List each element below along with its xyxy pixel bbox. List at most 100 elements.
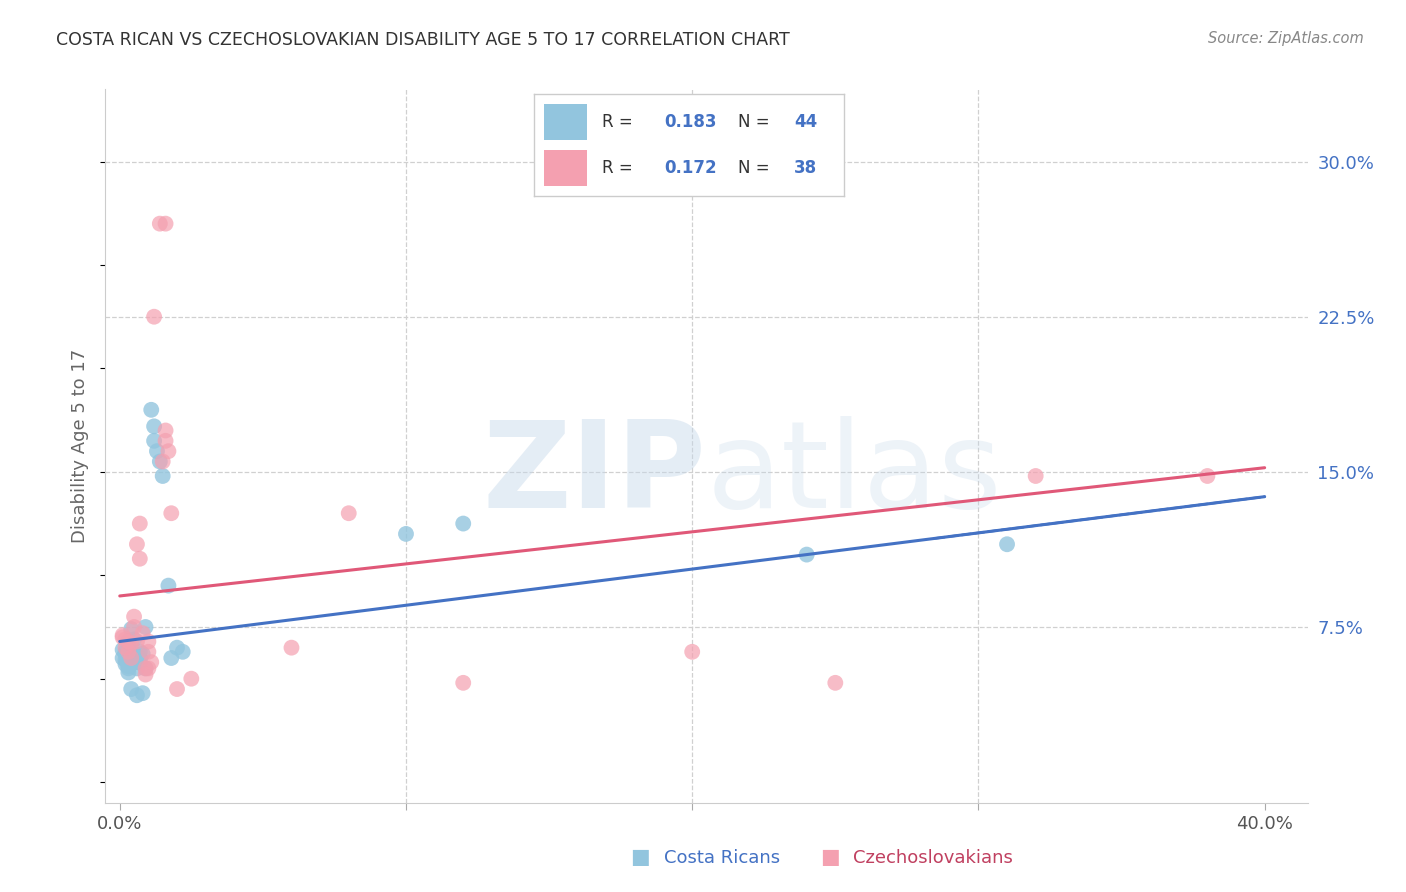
FancyBboxPatch shape xyxy=(544,150,586,186)
Point xyxy=(451,676,474,690)
Point xyxy=(125,537,148,551)
Point xyxy=(135,667,157,681)
Point xyxy=(146,444,169,458)
Text: R =: R = xyxy=(602,113,638,131)
Point xyxy=(172,645,194,659)
Point xyxy=(138,661,160,675)
Point xyxy=(114,653,136,667)
Point xyxy=(114,647,136,661)
Point xyxy=(111,630,134,644)
Text: Costa Ricans: Costa Ricans xyxy=(664,849,780,867)
Point xyxy=(122,648,145,663)
Point xyxy=(143,419,166,434)
Text: Source: ZipAtlas.com: Source: ZipAtlas.com xyxy=(1208,31,1364,46)
Point xyxy=(128,645,150,659)
Point xyxy=(337,506,360,520)
Point xyxy=(143,434,166,448)
Point xyxy=(120,681,142,696)
Text: 0.172: 0.172 xyxy=(664,159,717,177)
Point xyxy=(157,579,180,593)
Point xyxy=(117,651,139,665)
Point xyxy=(143,310,166,324)
Point xyxy=(824,676,846,690)
Point xyxy=(138,634,160,648)
Point xyxy=(135,661,157,675)
Point xyxy=(149,217,172,231)
Point xyxy=(114,657,136,672)
Point xyxy=(122,632,145,647)
Point xyxy=(131,647,153,661)
Point xyxy=(152,469,174,483)
Text: 38: 38 xyxy=(794,159,817,177)
Point xyxy=(120,622,142,636)
Point xyxy=(128,516,150,531)
Point xyxy=(135,620,157,634)
Point xyxy=(128,655,150,669)
Point xyxy=(117,661,139,675)
Point xyxy=(122,609,145,624)
Point xyxy=(995,537,1018,551)
Point xyxy=(155,217,177,231)
Point xyxy=(141,655,163,669)
Y-axis label: Disability Age 5 to 17: Disability Age 5 to 17 xyxy=(72,349,90,543)
Point xyxy=(155,434,177,448)
Point xyxy=(122,655,145,669)
Point xyxy=(111,642,134,657)
Text: ■: ■ xyxy=(630,847,650,867)
Point xyxy=(117,655,139,669)
Point xyxy=(160,506,183,520)
Point xyxy=(796,548,818,562)
Point xyxy=(149,454,172,468)
Point xyxy=(128,651,150,665)
Point xyxy=(125,634,148,648)
Point xyxy=(117,645,139,659)
Point xyxy=(111,651,134,665)
Point xyxy=(1197,469,1219,483)
Point xyxy=(451,516,474,531)
Point xyxy=(125,661,148,675)
Point xyxy=(125,688,148,702)
Point xyxy=(114,640,136,655)
Point xyxy=(122,647,145,661)
Point xyxy=(152,454,174,468)
Point xyxy=(166,640,188,655)
Text: N =: N = xyxy=(738,159,775,177)
Point xyxy=(180,672,202,686)
Point xyxy=(141,402,163,417)
Point xyxy=(114,645,136,659)
Point xyxy=(120,647,142,661)
Point xyxy=(135,661,157,675)
Point xyxy=(131,686,153,700)
Point xyxy=(117,634,139,648)
Text: R =: R = xyxy=(602,159,638,177)
Text: 44: 44 xyxy=(794,113,817,131)
Point xyxy=(1025,469,1047,483)
Point xyxy=(120,636,142,650)
Point xyxy=(122,620,145,634)
Text: N =: N = xyxy=(738,113,775,131)
Text: ■: ■ xyxy=(820,847,839,867)
Point xyxy=(160,651,183,665)
Point xyxy=(117,659,139,673)
Point xyxy=(114,632,136,647)
Text: ZIP: ZIP xyxy=(482,416,707,533)
Point xyxy=(125,655,148,669)
Point xyxy=(117,665,139,680)
Point xyxy=(138,645,160,659)
Point xyxy=(120,651,142,665)
Text: COSTA RICAN VS CZECHOSLOVAKIAN DISABILITY AGE 5 TO 17 CORRELATION CHART: COSTA RICAN VS CZECHOSLOVAKIAN DISABILIT… xyxy=(56,31,790,49)
Point xyxy=(111,628,134,642)
Point xyxy=(681,645,703,659)
Point xyxy=(280,640,302,655)
Point xyxy=(166,681,188,696)
Point xyxy=(157,444,180,458)
Point xyxy=(117,634,139,648)
Text: Czechoslovakians: Czechoslovakians xyxy=(853,849,1014,867)
Point xyxy=(395,527,418,541)
Point xyxy=(128,551,150,566)
Point xyxy=(155,424,177,438)
Text: 0.183: 0.183 xyxy=(664,113,717,131)
Text: atlas: atlas xyxy=(707,416,1002,533)
Point xyxy=(120,655,142,669)
Point xyxy=(131,626,153,640)
